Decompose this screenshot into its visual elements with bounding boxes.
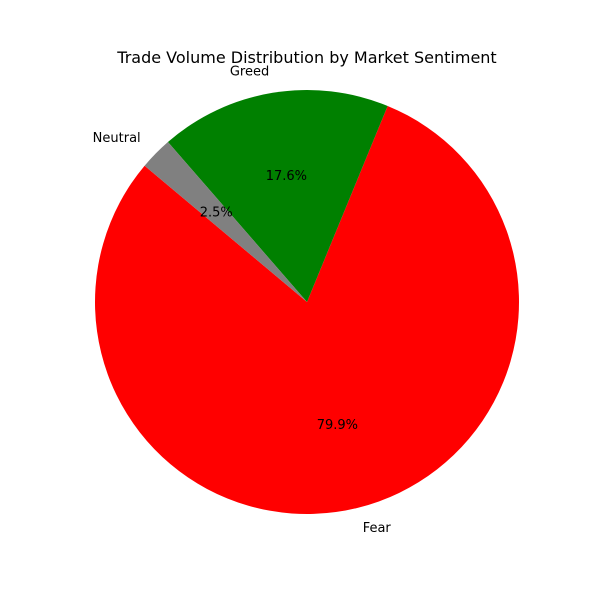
slice-percent-greed: 17.6%: [266, 169, 307, 184]
slice-percent-neutral: 2.5%: [200, 205, 233, 220]
slice-label-greed: Greed: [230, 64, 269, 79]
slice-percent-fear: 79.9%: [317, 418, 358, 433]
slice-label-neutral: Neutral: [93, 131, 141, 146]
pie-slice-neutral: [144, 142, 307, 302]
slice-label-fear: Fear: [363, 521, 392, 536]
pie-labels: Fear 79.9% Greed 17.6% Neutral 2.5%: [93, 64, 392, 536]
chart-title: Trade Volume Distribution by Market Sent…: [116, 48, 496, 67]
pie-slice-fear: [95, 105, 520, 515]
pie-slices: [95, 89, 520, 515]
pie-slice-greed: [167, 89, 388, 302]
